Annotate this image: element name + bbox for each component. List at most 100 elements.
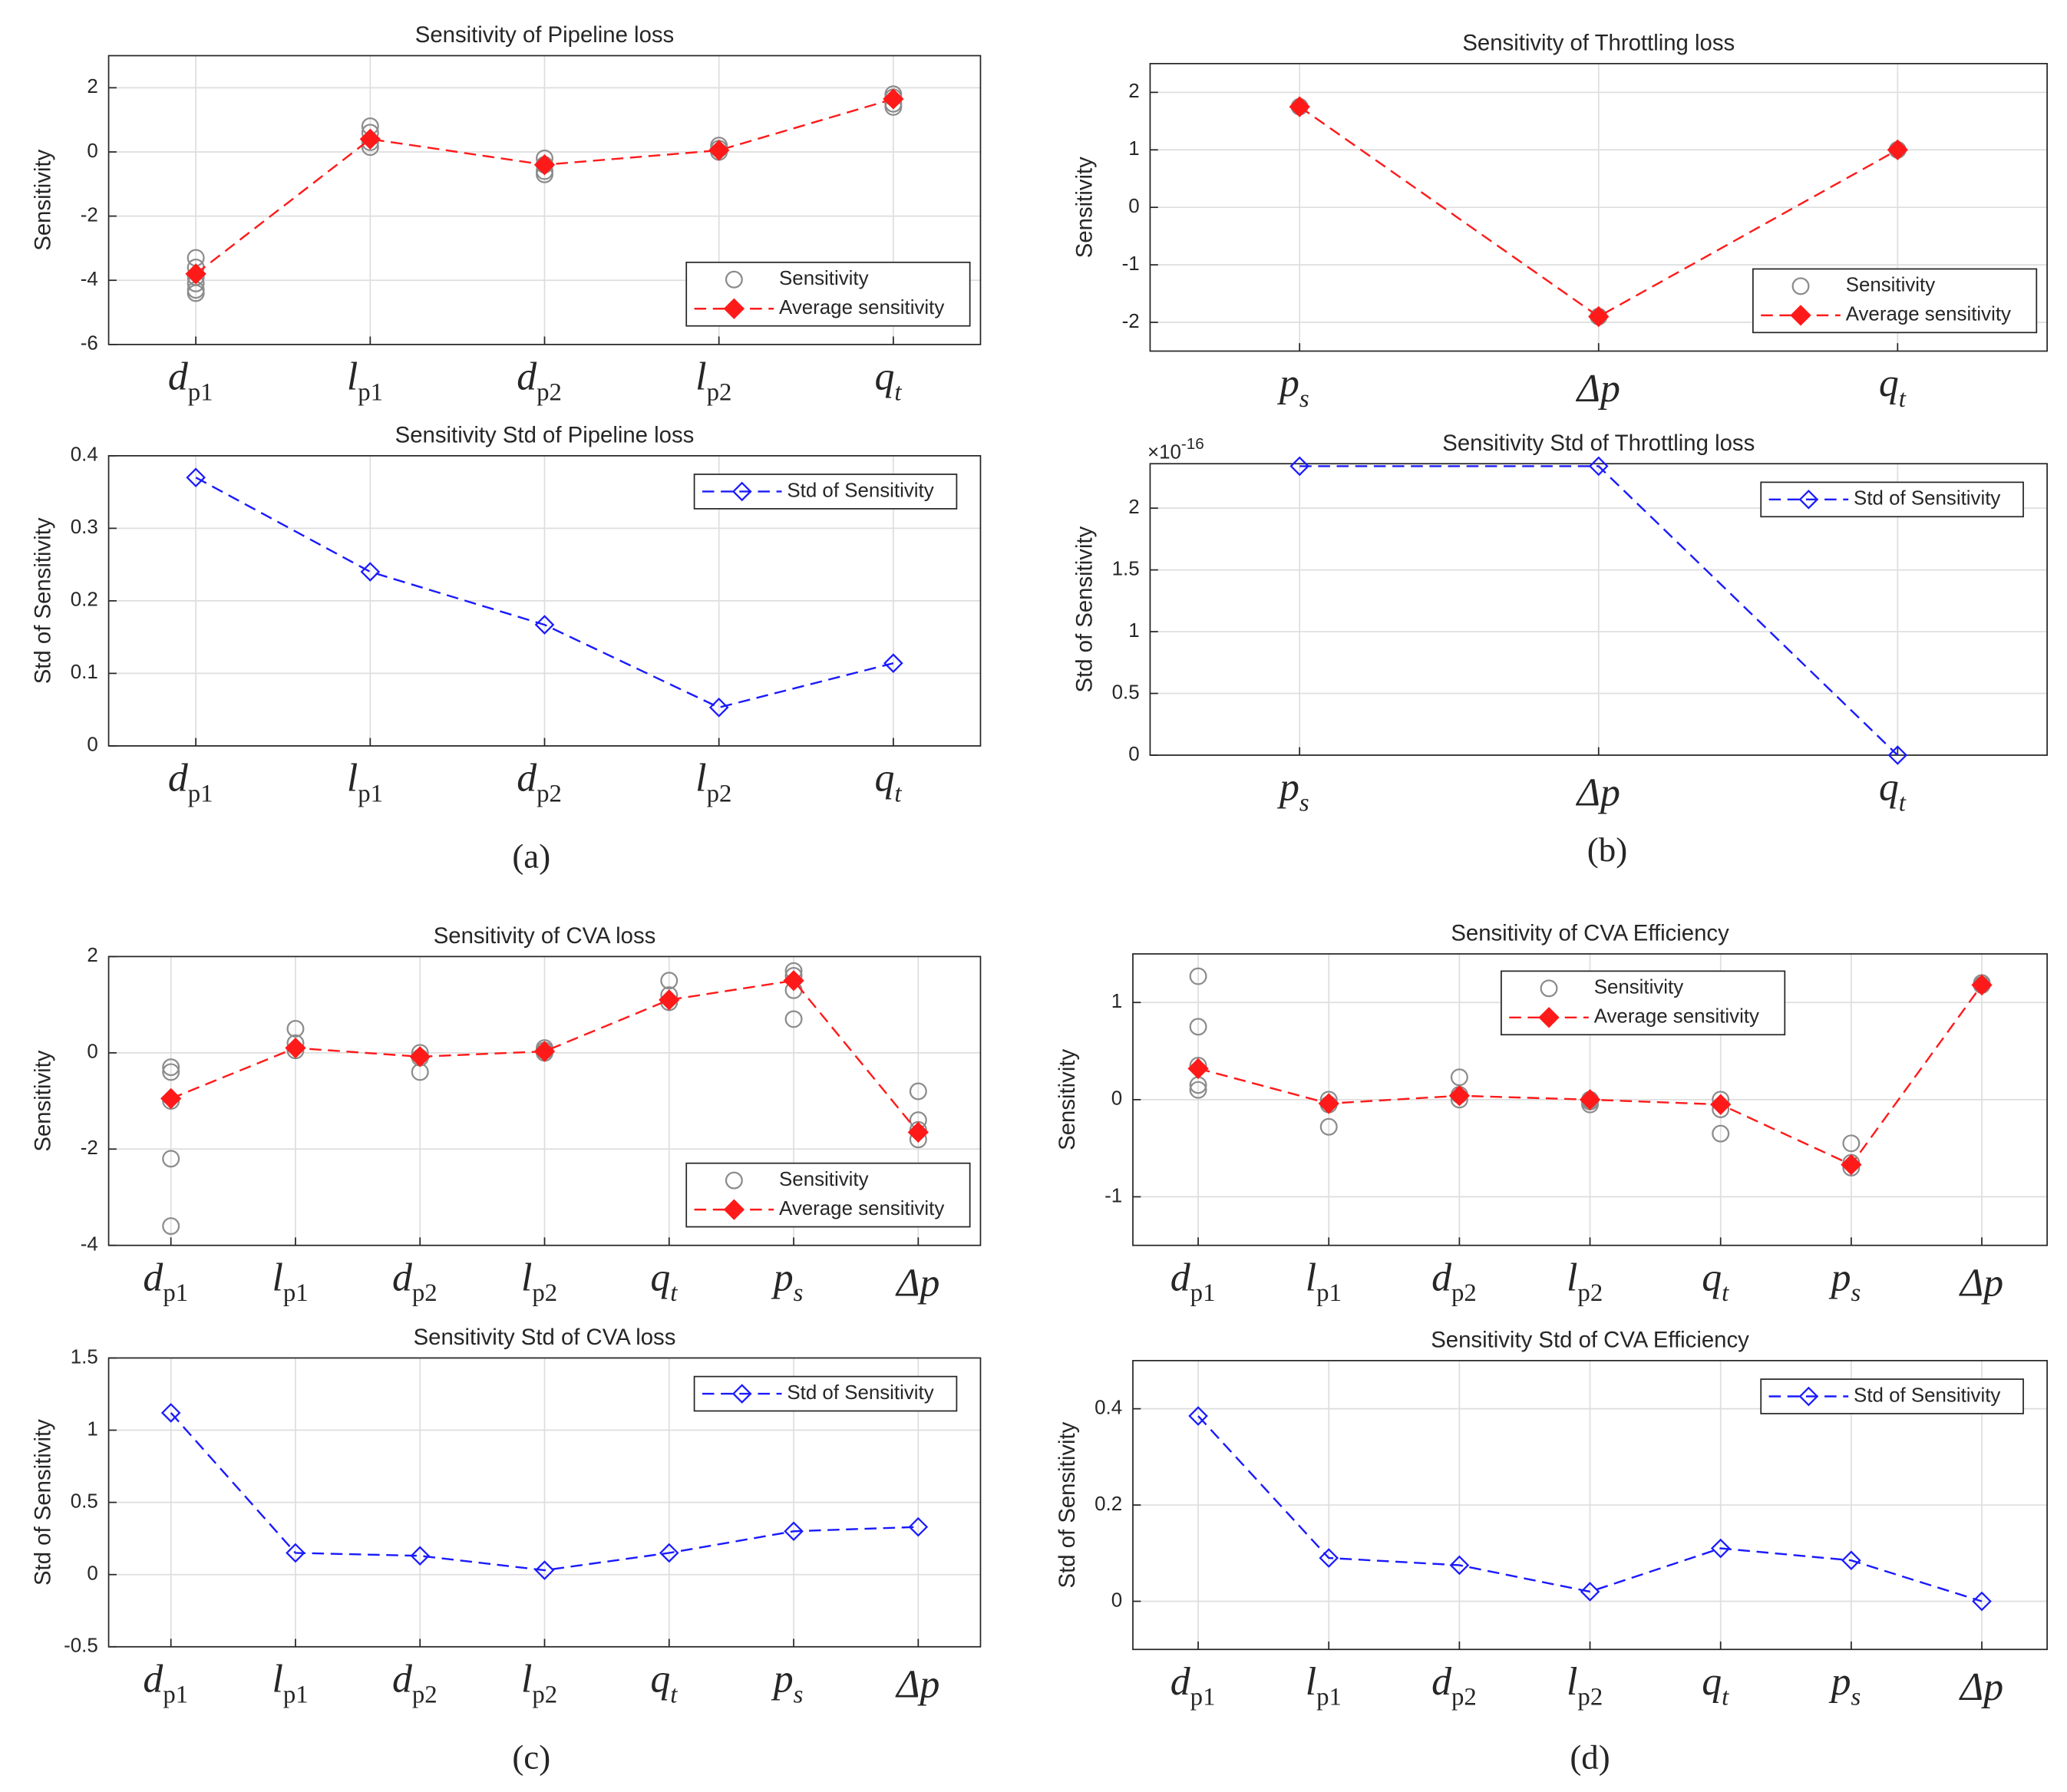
x-tick-label: dp1 <box>143 1256 188 1307</box>
category-subscript: p1 <box>163 1681 188 1708</box>
exponent-power: -16 <box>1181 436 1204 454</box>
average-marker <box>883 88 904 110</box>
category-subscript: p2 <box>1577 1279 1603 1307</box>
average-marker <box>1971 974 1993 996</box>
y-tick-label: 1.5 <box>71 1346 98 1368</box>
panel-label: (a) <box>512 837 550 876</box>
average-marker <box>1318 1093 1339 1114</box>
x-tick-label: qt <box>650 1256 678 1307</box>
y-tick-label: 1 <box>1128 620 1139 642</box>
category-subscript: p1 <box>283 1279 309 1307</box>
legend-label: Std of Sensitivity <box>1854 1384 2000 1406</box>
sensitivity-point <box>162 1058 180 1077</box>
category-symbol: l <box>521 1256 532 1299</box>
category-subscript: p1 <box>1190 1279 1216 1307</box>
category-symbol: l <box>347 757 358 800</box>
std-marker <box>534 615 555 635</box>
category-subscript: t <box>670 1681 678 1708</box>
sensitivity-point <box>909 1082 927 1101</box>
x-tick-label: ps <box>771 1256 804 1307</box>
y-tick-label: -1 <box>1104 1185 1122 1206</box>
category-symbol: l <box>1567 1660 1577 1704</box>
std-marker <box>908 1516 929 1537</box>
std-marker <box>160 1403 181 1423</box>
category-symbol: p <box>1276 361 1299 405</box>
category-symbol: l <box>695 757 706 800</box>
x-tick-label: Δp <box>1959 1261 2003 1305</box>
x-tick-label: lp2 <box>1567 1660 1603 1711</box>
x-tick-label: lp1 <box>347 355 383 407</box>
category-symbol: p <box>1276 766 1299 810</box>
chart-title: Sensitivity Std of CVA Efficiency <box>1431 1328 1749 1353</box>
x-tick-label: dp2 <box>1431 1660 1477 1711</box>
chart-title: Sensitivity of CVA Efficiency <box>1451 921 1729 946</box>
average-marker <box>1579 1089 1601 1111</box>
x-tick-label: qt <box>874 757 902 808</box>
category-subscript: p1 <box>1190 1684 1216 1711</box>
plot-frame <box>1132 953 2048 1246</box>
legend-label: Std of Sensitivity <box>1854 488 2000 510</box>
series-line <box>1299 106 1898 318</box>
std-marker <box>1972 1591 1992 1612</box>
category-symbol: l <box>1306 1256 1316 1299</box>
x-tick-label: qt <box>874 355 902 407</box>
category-subscript: p2 <box>1451 1279 1477 1307</box>
category-subscript: p2 <box>532 1681 557 1708</box>
legend-marker <box>1790 305 1811 326</box>
y-tick-label: 0.1 <box>71 662 98 683</box>
category-subscript: s <box>1851 1279 1861 1307</box>
category-symbol: l <box>521 1657 532 1701</box>
sensitivity-point <box>1319 1117 1338 1136</box>
average-marker <box>533 154 556 176</box>
series-line <box>195 477 894 709</box>
plot-frame <box>107 54 982 345</box>
average-marker <box>185 263 206 285</box>
legend-label: Average sensitivity <box>1846 304 2011 325</box>
average-marker <box>1448 1085 1471 1107</box>
y-axis-label: Sensitivity <box>31 1050 56 1151</box>
category-subscript: s <box>794 1279 804 1307</box>
average-marker <box>1289 96 1310 117</box>
category-subscript: p1 <box>283 1681 309 1708</box>
x-tick-label: lp1 <box>1306 1256 1342 1307</box>
std-marker <box>1449 1555 1470 1576</box>
std-marker <box>659 1543 679 1563</box>
x-tick-label: dp2 <box>392 1256 438 1307</box>
chart: -2 -1 0 1 2 ps Δp qt Sensitivity of Throttling l… <box>1071 31 2048 413</box>
category-subscript: t <box>1899 790 1907 817</box>
category-symbol: p <box>1828 1256 1851 1299</box>
std-marker <box>360 562 381 582</box>
x-tick-label: lp2 <box>521 1657 557 1708</box>
y-tick-label: 0 <box>87 140 97 162</box>
category-symbol: l <box>695 355 706 399</box>
category-subscript: p2 <box>412 1279 438 1307</box>
plot-frame <box>107 1357 982 1648</box>
category-symbol: q <box>874 757 894 800</box>
category-subscript: t <box>1722 1279 1729 1307</box>
sensitivity-point <box>784 1010 803 1028</box>
legend-label: Sensitivity <box>1594 977 1684 998</box>
category-symbol: d <box>1431 1660 1452 1704</box>
y-tick-label: 0 <box>1128 196 1139 217</box>
y-tick-label: 2 <box>87 945 97 966</box>
category-symbol: d <box>1171 1256 1191 1299</box>
y-tick-label: 2 <box>1128 497 1139 518</box>
std-marker <box>1580 1582 1600 1602</box>
panel-label: (d) <box>1570 1738 1610 1777</box>
x-tick-label: dp1 <box>1171 1660 1216 1711</box>
category-subscript: p2 <box>537 780 562 807</box>
legend-box <box>1760 1378 2024 1414</box>
y-tick-label: 0.5 <box>1112 681 1140 703</box>
x-tick-label: qt <box>1702 1660 1729 1711</box>
category-subscript: s <box>1851 1684 1861 1711</box>
category-symbol: q <box>1879 361 1899 405</box>
category-subscript: s <box>1299 790 1309 817</box>
category-symbol: l <box>1567 1256 1577 1299</box>
category-subscript: t <box>1722 1684 1729 1711</box>
series-line <box>1197 1415 1983 1602</box>
x-tick-label: dp1 <box>1171 1256 1216 1307</box>
category-symbol: l <box>1306 1660 1316 1704</box>
